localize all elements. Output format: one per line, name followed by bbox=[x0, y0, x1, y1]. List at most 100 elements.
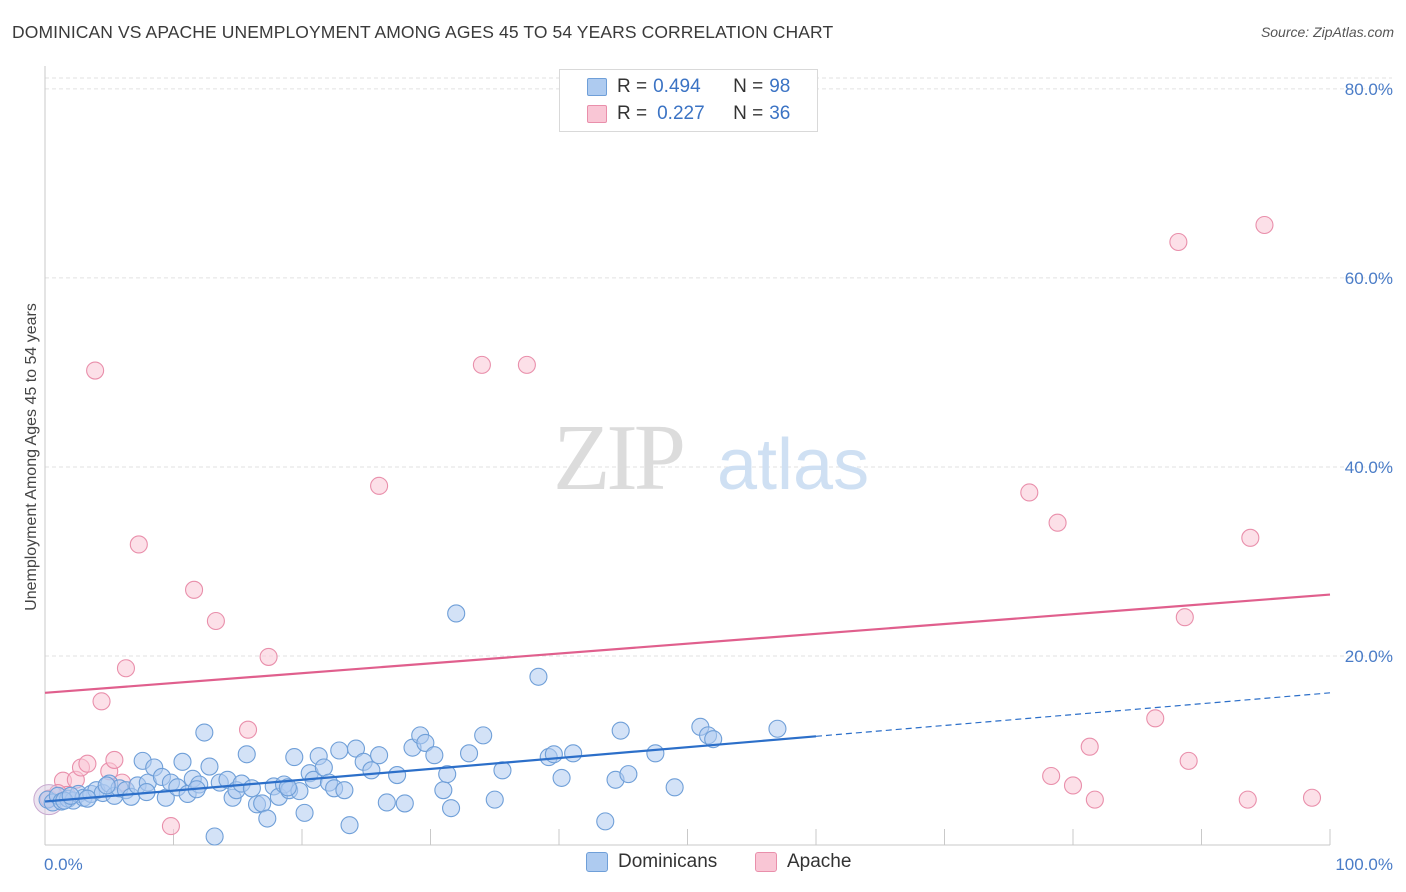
dominicans-point bbox=[173, 752, 192, 771]
dominicans-point bbox=[544, 745, 563, 764]
y-tick-labels: 20.0% 40.0% 60.0% 80.0% bbox=[1345, 80, 1393, 666]
dominicans-point bbox=[258, 809, 277, 828]
watermark-zip: ZIP bbox=[553, 406, 683, 510]
apache-point bbox=[1020, 483, 1039, 502]
dominicans-point bbox=[195, 723, 214, 742]
apache-point bbox=[92, 692, 111, 711]
dominicans-point bbox=[552, 768, 571, 787]
dominicans-point bbox=[438, 765, 457, 784]
legend-label-apache: Apache bbox=[787, 851, 852, 872]
apache-point bbox=[78, 754, 97, 773]
dominicans-point bbox=[768, 719, 787, 738]
apache-point bbox=[1063, 776, 1083, 795]
legend-item-apache: Apache bbox=[755, 851, 851, 873]
legend-r-label: R = bbox=[617, 103, 648, 124]
x-tick-label: 100.0% bbox=[1335, 855, 1393, 874]
source-label: Source: ZipAtlas.com bbox=[1260, 24, 1394, 40]
apache-point bbox=[1080, 737, 1099, 756]
apache-point bbox=[259, 647, 278, 666]
dominicans-point bbox=[362, 761, 381, 780]
legend-swatch-apache bbox=[755, 852, 777, 872]
apache-point bbox=[370, 476, 389, 495]
y-axis-label: Unemployment Among Ages 45 to 54 years bbox=[23, 303, 40, 611]
apache-points bbox=[33, 215, 1322, 836]
dominicans-point bbox=[619, 765, 638, 784]
apache-point bbox=[1302, 788, 1322, 807]
dominicans-point bbox=[646, 744, 665, 763]
apache-point bbox=[1179, 751, 1198, 770]
legend-n-label: N = bbox=[733, 76, 764, 97]
legend-n-value: 98 bbox=[769, 76, 791, 97]
dominicans-trend-line bbox=[44, 735, 817, 803]
legend-swatch-dominicans bbox=[587, 78, 607, 96]
dominicans-point bbox=[459, 744, 479, 763]
dominicans-point bbox=[237, 745, 256, 764]
apache-trend-line bbox=[44, 593, 1331, 694]
apache-point bbox=[1241, 528, 1260, 547]
legend-n-value: 36 bbox=[769, 103, 791, 124]
apache-point bbox=[129, 535, 148, 554]
y-tick-label: 40.0% bbox=[1345, 458, 1393, 477]
dominicans-point bbox=[442, 799, 461, 818]
apache-point bbox=[185, 580, 204, 599]
apache-point bbox=[1238, 790, 1257, 809]
dominicans-point bbox=[395, 794, 414, 813]
legend-row-apache: R = 0.227 N = 36 bbox=[560, 101, 790, 127]
apache-point bbox=[238, 720, 258, 739]
trend-lines bbox=[44, 593, 1331, 803]
dominicans-point bbox=[564, 744, 583, 763]
y-tick-label: 80.0% bbox=[1345, 80, 1393, 99]
dominicans-point bbox=[335, 781, 354, 800]
dominicans-point bbox=[285, 748, 304, 767]
dominicans-point bbox=[425, 746, 444, 765]
dominicans-point bbox=[61, 786, 80, 805]
series-legend: Dominicans Apache bbox=[0, 851, 1406, 877]
apache-point bbox=[1169, 232, 1188, 252]
legend-r-value: 0.227 bbox=[657, 103, 705, 124]
dominicans-trend-extension bbox=[815, 692, 1331, 737]
apache-point bbox=[206, 611, 225, 631]
dominicans-points bbox=[38, 604, 787, 846]
apache-point bbox=[472, 355, 491, 374]
dominicans-point bbox=[370, 746, 389, 765]
apache-point bbox=[116, 659, 136, 678]
apache-point bbox=[1146, 709, 1165, 728]
dominicans-point bbox=[416, 733, 435, 752]
dominicans-point bbox=[434, 781, 453, 800]
dominicans-point bbox=[377, 793, 396, 812]
apache-point bbox=[1048, 513, 1067, 532]
dominicans-point bbox=[340, 816, 359, 835]
dominicans-point bbox=[200, 757, 219, 776]
apache-point bbox=[1255, 215, 1274, 235]
apache-point bbox=[86, 361, 105, 380]
x-tick-label: 0.0% bbox=[44, 855, 83, 874]
dominicans-point bbox=[596, 812, 615, 831]
apache-point bbox=[1175, 608, 1194, 627]
legend-n-label: N = bbox=[733, 103, 764, 124]
watermark-atlas: atlas bbox=[717, 425, 869, 505]
dominicans-point bbox=[253, 794, 272, 813]
dominicans-point bbox=[611, 721, 630, 740]
legend-swatch-dominicans bbox=[586, 852, 608, 872]
dominicans-point bbox=[704, 730, 723, 749]
dominicans-point bbox=[97, 776, 116, 795]
watermark: ZIP atlas bbox=[553, 406, 869, 510]
dominicans-point bbox=[295, 803, 314, 822]
apache-point bbox=[105, 750, 124, 769]
apache-point bbox=[161, 817, 180, 836]
y-tick-label: 60.0% bbox=[1345, 269, 1393, 288]
correlation-legend: R = 0.494 N = 98 R = 0.227 N = 36 bbox=[559, 69, 818, 132]
legend-item-dominicans: Dominicans bbox=[586, 851, 717, 873]
chart-title: DOMINICAN VS APACHE UNEMPLOYMENT AMONG A… bbox=[12, 22, 834, 42]
dominicans-point bbox=[485, 790, 504, 809]
dominicans-point bbox=[314, 758, 333, 777]
dominicans-point bbox=[529, 667, 548, 686]
apache-point bbox=[1042, 766, 1061, 786]
dominicans-point bbox=[474, 726, 493, 745]
dominicans-point bbox=[242, 779, 261, 798]
legend-swatch-apache bbox=[587, 105, 607, 123]
legend-r-label: R = bbox=[617, 76, 648, 97]
y-tick-label: 20.0% bbox=[1345, 647, 1393, 666]
legend-r-value: 0.494 bbox=[653, 76, 701, 97]
legend-label-dominicans: Dominicans bbox=[618, 851, 718, 872]
